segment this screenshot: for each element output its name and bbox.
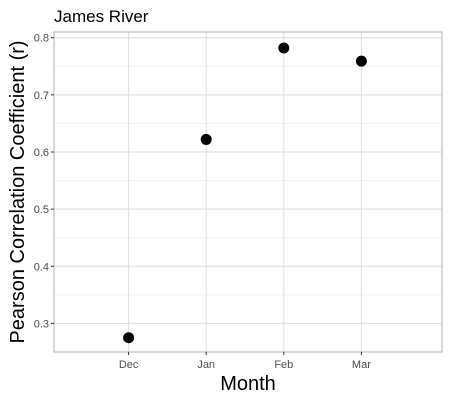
plot-panel: [53, 31, 443, 353]
data-point: [123, 332, 135, 344]
y-axis-title: Pearson Correlation Coefficient (r): [7, 40, 29, 343]
y-tick-label: 0.3: [34, 318, 49, 330]
axis-ticks: 0.3 0.4 0.5 0.6 0.7 0.8 Dec Jan Feb Mar: [34, 33, 372, 371]
grid: [54, 32, 442, 352]
data-point: [355, 55, 367, 67]
data-point: [200, 133, 212, 145]
y-tick-label: 0.5: [34, 204, 49, 216]
data-points: [123, 42, 367, 344]
y-tick-label: 0.7: [34, 90, 49, 102]
chart-title: James River: [54, 7, 149, 26]
x-tick-label: Dec: [119, 359, 139, 371]
x-tick-label: Jan: [197, 359, 215, 371]
x-tick-label: Mar: [352, 359, 371, 371]
x-axis-title: Month: [220, 373, 276, 395]
y-tick-label: 0.6: [34, 147, 49, 159]
y-tick-label: 0.8: [34, 33, 49, 45]
y-tick-label: 0.4: [34, 261, 49, 273]
data-point: [278, 42, 290, 54]
x-tick-label: Feb: [274, 359, 293, 371]
